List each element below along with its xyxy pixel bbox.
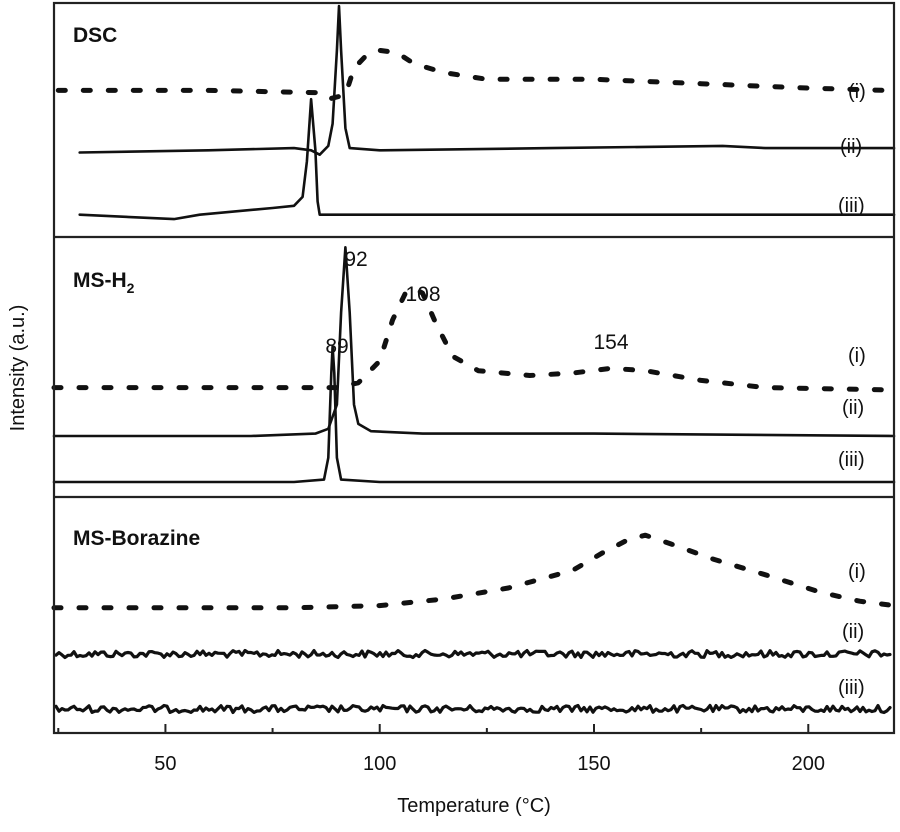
ms-borazine-label-i: (i) xyxy=(848,561,866,583)
ms-h2-title-main: MS-H xyxy=(73,269,127,292)
ms-h2-label-i: (i) xyxy=(848,345,866,367)
dsc-series-3 xyxy=(78,97,896,221)
ms-h2-title-subscript: 2 xyxy=(127,280,135,296)
ms-borazine-label-iii: (iii) xyxy=(838,677,865,699)
ms-h2-label-ii: (ii) xyxy=(842,397,864,419)
ms-h2-series-1 xyxy=(51,285,897,393)
ms-borazine-label-ii: (ii) xyxy=(842,621,864,643)
x-tick-label-150: 150 xyxy=(577,753,610,775)
peak-label-89: 89 xyxy=(325,335,348,358)
ms-borazine-series-3 xyxy=(54,703,892,715)
peak-label-92: 92 xyxy=(344,248,367,271)
peak-label-154: 154 xyxy=(593,331,628,354)
x-axis-ticks: 50 100 150 200 xyxy=(57,724,825,775)
ms-h2-series-3 xyxy=(52,345,896,484)
x-tick-label-100: 100 xyxy=(363,753,396,775)
dsc-label-iii: (iii) xyxy=(838,195,865,217)
ms-h2-panel-title: MS-H2 xyxy=(73,269,135,296)
plot-curves xyxy=(51,4,897,715)
x-tick-label-50: 50 xyxy=(154,753,176,775)
ms-borazine-series-2 xyxy=(54,648,892,660)
ms-h2-series-2 xyxy=(52,246,896,438)
ms-borazine-panel-title: MS-Borazine xyxy=(73,527,200,550)
ms-h2-label-iii: (iii) xyxy=(838,449,865,471)
plot-frame xyxy=(52,1,896,735)
dsc-series-2 xyxy=(78,4,896,156)
dsc-panel-title: DSC xyxy=(73,24,117,47)
x-tick-label-200: 200 xyxy=(792,753,825,775)
y-axis-label: Intensity (a.u.) xyxy=(7,305,29,432)
dsc-series-1 xyxy=(55,47,888,102)
x-axis-label: Temperature (°C) xyxy=(397,795,551,817)
